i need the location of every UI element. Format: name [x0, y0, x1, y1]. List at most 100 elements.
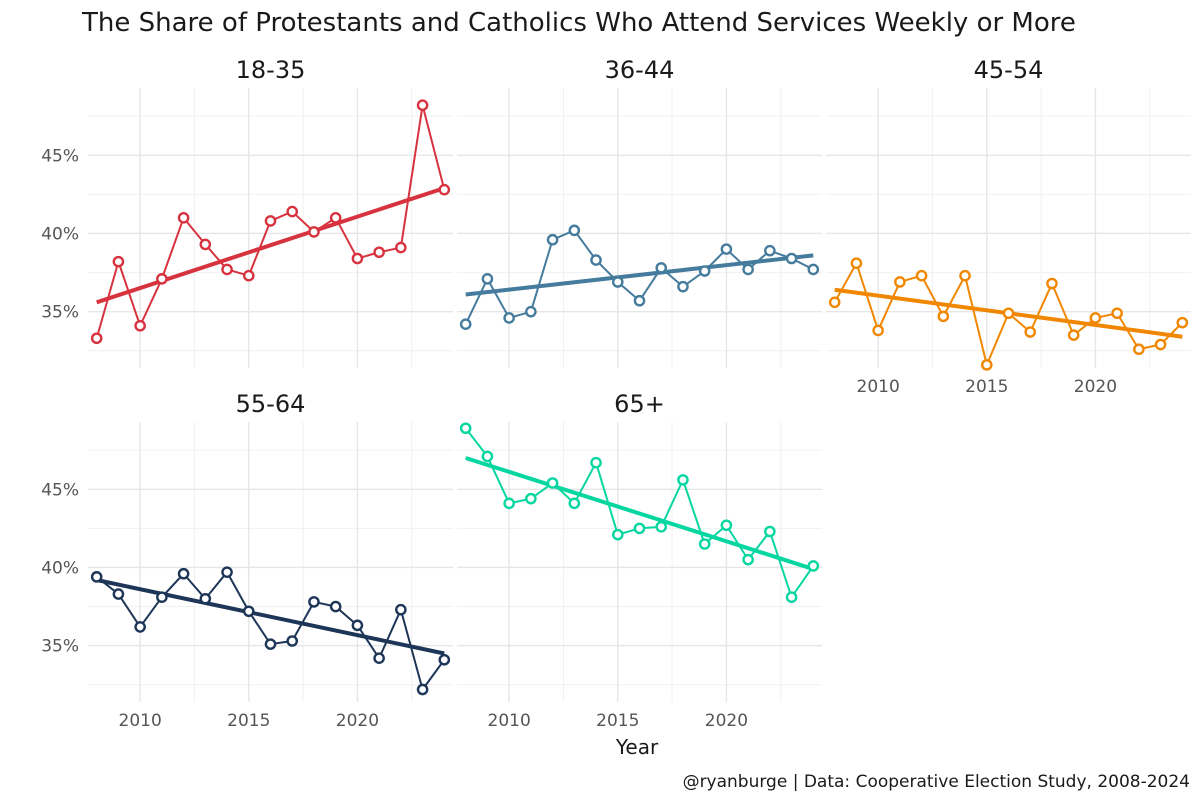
data-point [546, 233, 559, 246]
data-point [177, 567, 190, 580]
panel-55-64: 55-64 35% 40% 45% 2010 2015 2020 [41, 390, 453, 731]
data-point [1089, 312, 1102, 324]
y-tick-label: 35% [41, 637, 79, 657]
data-point [438, 183, 451, 196]
data-point [221, 566, 233, 578]
data-point [1002, 307, 1015, 320]
data-point [894, 276, 906, 288]
data-point [1024, 326, 1037, 338]
data-point [286, 635, 299, 647]
facet-title: 45-54 [974, 56, 1044, 84]
caption: @ryanburge | Data: Cooperative Election … [683, 772, 1190, 792]
x-tick-label: 2015 [596, 711, 639, 731]
facet-title: 36-44 [605, 56, 675, 84]
data-point [937, 310, 950, 323]
panel-45-54: 45-54 2010 2015 2020 [826, 56, 1191, 397]
data-point [286, 205, 299, 218]
trend-line-65+ [465, 456, 814, 571]
trend-line-36-44 [465, 253, 814, 297]
data-point [525, 492, 537, 505]
data-point [329, 212, 342, 224]
data-point [850, 257, 863, 269]
data-point [156, 591, 168, 603]
data-point [242, 605, 255, 618]
y-tick-label: 40% [41, 558, 79, 578]
data-point [264, 638, 277, 650]
data-point [503, 312, 515, 324]
facet-title: 55-64 [236, 390, 306, 418]
data-point [373, 652, 385, 665]
data-point [90, 571, 103, 583]
data-point [416, 683, 429, 696]
data-point [828, 296, 841, 309]
data-point [1111, 307, 1123, 320]
data-point [242, 269, 255, 282]
data-point [1133, 343, 1145, 356]
y-tick-label: 40% [41, 224, 79, 244]
data-point [568, 224, 581, 237]
data-point [764, 244, 776, 257]
data-point [351, 252, 364, 265]
data-point [416, 99, 429, 112]
data-point [959, 269, 971, 282]
data-point [720, 519, 733, 532]
data-point [915, 269, 928, 282]
data-point [980, 359, 993, 371]
x-tick-label: 2015 [965, 377, 1008, 397]
data-point [677, 280, 689, 293]
data-point [134, 319, 146, 332]
x-tick-label: 2020 [336, 711, 379, 731]
data-point [199, 238, 212, 251]
data-point [481, 450, 494, 463]
series-line-36-44 [464, 229, 814, 325]
data-point [1176, 316, 1189, 329]
chart-title: The Share of Protestants and Catholics W… [81, 8, 1076, 38]
x-tick-label: 2015 [227, 711, 270, 731]
x-tick-label: 2010 [857, 377, 900, 397]
facet-title: 65+ [614, 390, 665, 418]
x-tick-label: 2010 [488, 711, 531, 731]
y-tick-label: 45% [41, 146, 79, 166]
data-point [177, 212, 190, 224]
data-point [807, 263, 820, 276]
data-point [308, 596, 320, 608]
data-point [90, 332, 103, 345]
data-point [525, 305, 537, 318]
x-tick-label: 2020 [705, 711, 748, 731]
data-point [742, 553, 754, 566]
data-point [395, 603, 407, 616]
data-point [698, 265, 711, 277]
data-point [459, 422, 472, 435]
data-point [872, 324, 884, 337]
data-point [112, 255, 125, 268]
data-point [720, 243, 733, 255]
data-point [785, 252, 798, 265]
data-point [199, 592, 212, 605]
data-point [221, 263, 233, 276]
data-point [351, 619, 364, 632]
data-point [590, 254, 602, 266]
data-point [264, 215, 277, 227]
data-point [633, 294, 646, 307]
data-point [655, 521, 668, 533]
data-point [112, 588, 125, 600]
data-point [764, 525, 776, 538]
data-point [373, 246, 385, 259]
data-point [134, 621, 146, 633]
data-point [481, 273, 494, 285]
data-point [308, 226, 320, 238]
trend-line-18-35 [96, 186, 445, 305]
panel-18-35: 18-35 35% 40% 45% [41, 56, 453, 368]
data-point [611, 528, 624, 541]
data-point [655, 262, 668, 274]
data-point [807, 560, 820, 572]
data-point [459, 318, 472, 331]
data-point [590, 456, 602, 469]
data-point [156, 273, 168, 285]
data-point [329, 600, 342, 613]
x-tick-label: 2010 [119, 711, 162, 731]
y-tick-label: 35% [41, 303, 79, 323]
x-tick-label: 2020 [1074, 377, 1117, 397]
x-axis-label: Year [615, 735, 659, 759]
